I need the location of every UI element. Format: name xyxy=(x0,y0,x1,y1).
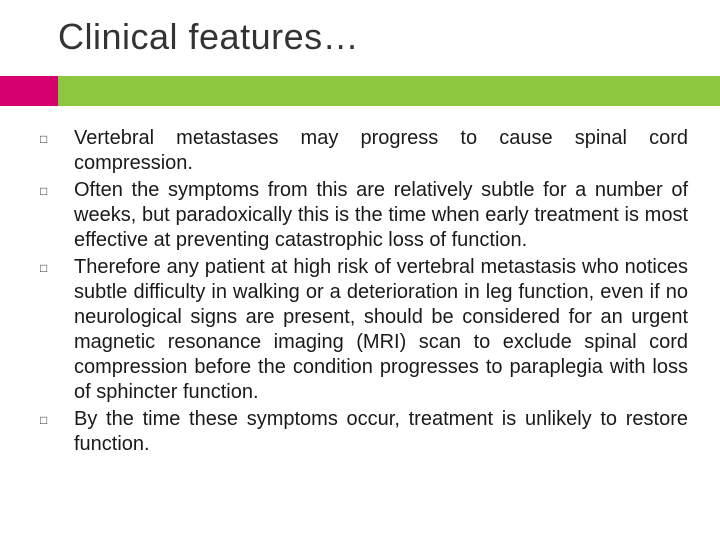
bullet-icon: □ xyxy=(34,407,74,433)
bullet-text: Therefore any patient at high risk of ve… xyxy=(74,255,688,405)
slide-title: Clinical features… xyxy=(58,16,359,58)
bullet-icon: □ xyxy=(34,178,74,204)
bullet-text: Often the symptoms from this are relativ… xyxy=(74,178,688,253)
bullet-icon: □ xyxy=(34,126,74,152)
accent-bar-left xyxy=(0,76,58,106)
list-item: □ Often the symptoms from this are relat… xyxy=(34,178,688,253)
slide: Clinical features… □ Vertebral metastase… xyxy=(0,0,720,540)
list-item: □ Therefore any patient at high risk of … xyxy=(34,255,688,405)
accent-bar xyxy=(0,76,720,106)
list-item: □ By the time these symptoms occur, trea… xyxy=(34,407,688,457)
bullet-text: By the time these symptoms occur, treatm… xyxy=(74,407,688,457)
content-area: □ Vertebral metastases may progress to c… xyxy=(34,126,688,459)
bullet-text: Vertebral metastases may progress to cau… xyxy=(74,126,688,176)
bullet-icon: □ xyxy=(34,255,74,281)
list-item: □ Vertebral metastases may progress to c… xyxy=(34,126,688,176)
